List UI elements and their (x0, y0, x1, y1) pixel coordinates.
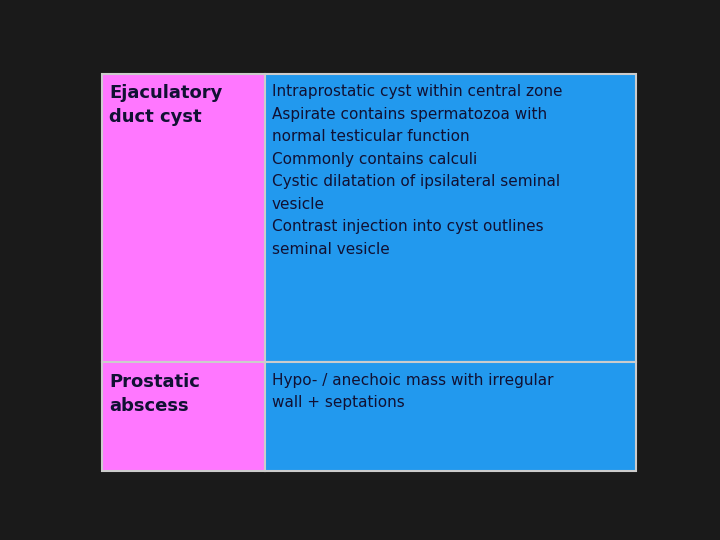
Text: seminal vesicle: seminal vesicle (271, 241, 390, 256)
Bar (265, 74, 636, 362)
Text: Prostatic: Prostatic (109, 373, 200, 390)
Bar (265, 362, 636, 471)
Text: wall + septations: wall + septations (271, 395, 405, 410)
Text: Contrast injection into cyst outlines: Contrast injection into cyst outlines (271, 219, 544, 234)
Text: Commonly contains calculi: Commonly contains calculi (271, 152, 477, 167)
Text: Hypo- / anechoic mass with irregular: Hypo- / anechoic mass with irregular (271, 373, 553, 388)
Text: abscess: abscess (109, 397, 189, 415)
Text: normal testicular function: normal testicular function (271, 129, 469, 144)
Bar (102, 74, 265, 362)
Bar (102, 362, 265, 471)
Text: duct cyst: duct cyst (109, 109, 202, 126)
Text: Intraprostatic cyst within central zone: Intraprostatic cyst within central zone (271, 84, 562, 99)
Text: Aspirate contains spermatozoa with: Aspirate contains spermatozoa with (271, 107, 546, 122)
Text: Cystic dilatation of ipsilateral seminal: Cystic dilatation of ipsilateral seminal (271, 174, 559, 189)
Text: Ejaculatory: Ejaculatory (109, 84, 222, 103)
Text: vesicle: vesicle (271, 197, 325, 212)
